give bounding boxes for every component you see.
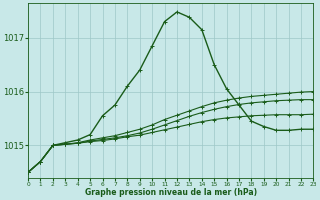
X-axis label: Graphe pression niveau de la mer (hPa): Graphe pression niveau de la mer (hPa) — [85, 188, 257, 197]
